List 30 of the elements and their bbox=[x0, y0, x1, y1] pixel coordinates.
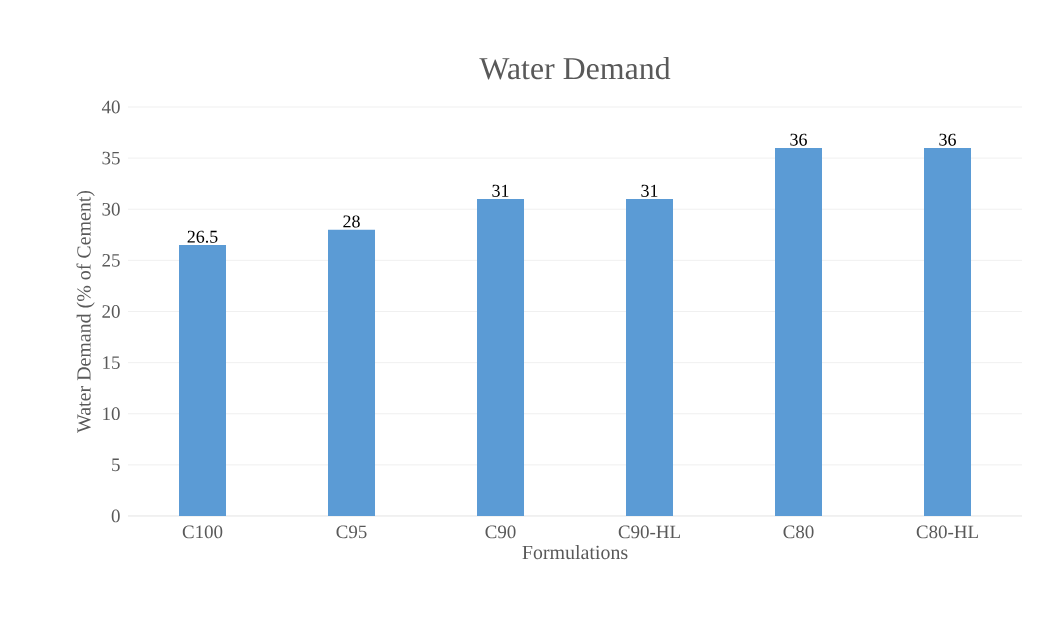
data-label: 36 bbox=[939, 133, 956, 146]
bar bbox=[328, 229, 376, 516]
x-tick-label: C80 bbox=[783, 525, 814, 539]
bar bbox=[924, 147, 971, 516]
y-tick-label: 15 bbox=[103, 356, 120, 369]
y-axis-title: Water Demand (% of Cement) bbox=[76, 190, 95, 433]
data-label: 26.5 bbox=[187, 230, 218, 243]
x-tick-label: C90-HL bbox=[618, 525, 680, 539]
bar bbox=[775, 147, 823, 516]
bar bbox=[477, 199, 525, 516]
x-axis-title: Formulations bbox=[522, 545, 628, 560]
y-tick-label: 20 bbox=[102, 305, 120, 318]
y-tick-label: 25 bbox=[102, 254, 120, 267]
y-tick-label: 5 bbox=[112, 458, 120, 472]
x-tick-label: C90 bbox=[485, 525, 516, 539]
bar bbox=[626, 199, 674, 516]
chart-title: Water Demand bbox=[479, 56, 671, 80]
x-tick-label: C95 bbox=[336, 525, 367, 539]
y-tick-label: 0 bbox=[111, 509, 120, 523]
y-tick-label: 30 bbox=[102, 202, 120, 216]
x-tick-label: C100 bbox=[182, 525, 223, 539]
y-tick-label: 10 bbox=[103, 407, 120, 421]
data-label: 31 bbox=[641, 184, 658, 197]
data-label: 31 bbox=[492, 184, 509, 197]
y-tick-label: 40 bbox=[101, 100, 120, 114]
data-label: 36 bbox=[790, 133, 807, 146]
data-label: 28 bbox=[343, 215, 360, 228]
x-tick-label: C80-HL bbox=[916, 525, 978, 539]
y-tick-label: 35 bbox=[102, 151, 120, 165]
bar bbox=[179, 245, 227, 516]
